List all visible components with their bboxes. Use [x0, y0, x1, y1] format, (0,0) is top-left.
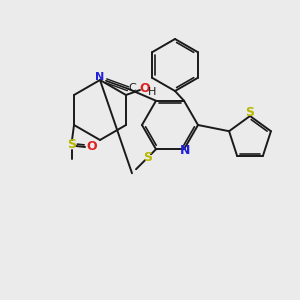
Text: O: O — [87, 140, 97, 154]
Text: H: H — [148, 87, 156, 97]
Text: N: N — [95, 72, 105, 82]
Text: S: S — [143, 151, 152, 164]
Text: S: S — [68, 139, 76, 152]
Text: N: N — [180, 144, 190, 157]
Text: S: S — [245, 106, 254, 119]
Text: C: C — [128, 83, 136, 93]
Text: O: O — [140, 82, 150, 95]
